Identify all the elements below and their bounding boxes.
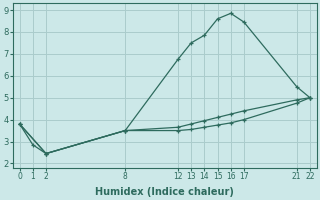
X-axis label: Humidex (Indice chaleur): Humidex (Indice chaleur) — [95, 187, 234, 197]
